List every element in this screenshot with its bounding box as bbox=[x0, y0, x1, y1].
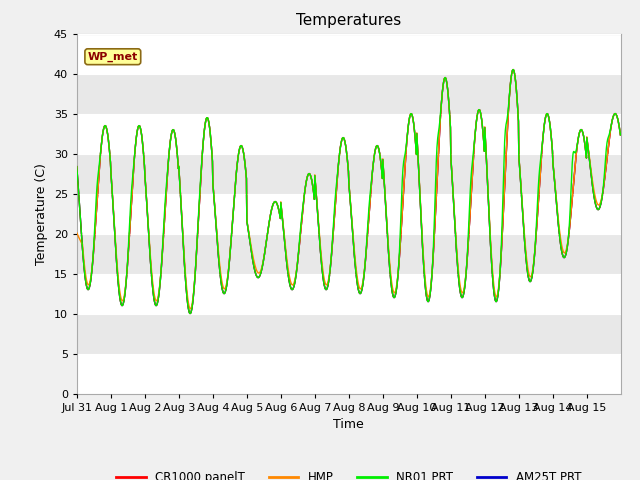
Bar bbox=[77, 354, 621, 394]
Bar bbox=[77, 234, 621, 274]
Y-axis label: Temperature (C): Temperature (C) bbox=[35, 163, 48, 264]
Legend: CR1000 panelT, HMP, NR01 PRT, AM25T PRT: CR1000 panelT, HMP, NR01 PRT, AM25T PRT bbox=[111, 466, 586, 480]
Title: Temperatures: Temperatures bbox=[296, 13, 401, 28]
Bar bbox=[77, 114, 621, 154]
Bar bbox=[77, 274, 621, 313]
Text: WP_met: WP_met bbox=[88, 51, 138, 62]
Bar bbox=[77, 34, 621, 73]
Bar bbox=[77, 73, 621, 114]
Bar bbox=[77, 193, 621, 234]
Bar bbox=[77, 313, 621, 354]
Bar bbox=[77, 154, 621, 193]
X-axis label: Time: Time bbox=[333, 418, 364, 431]
